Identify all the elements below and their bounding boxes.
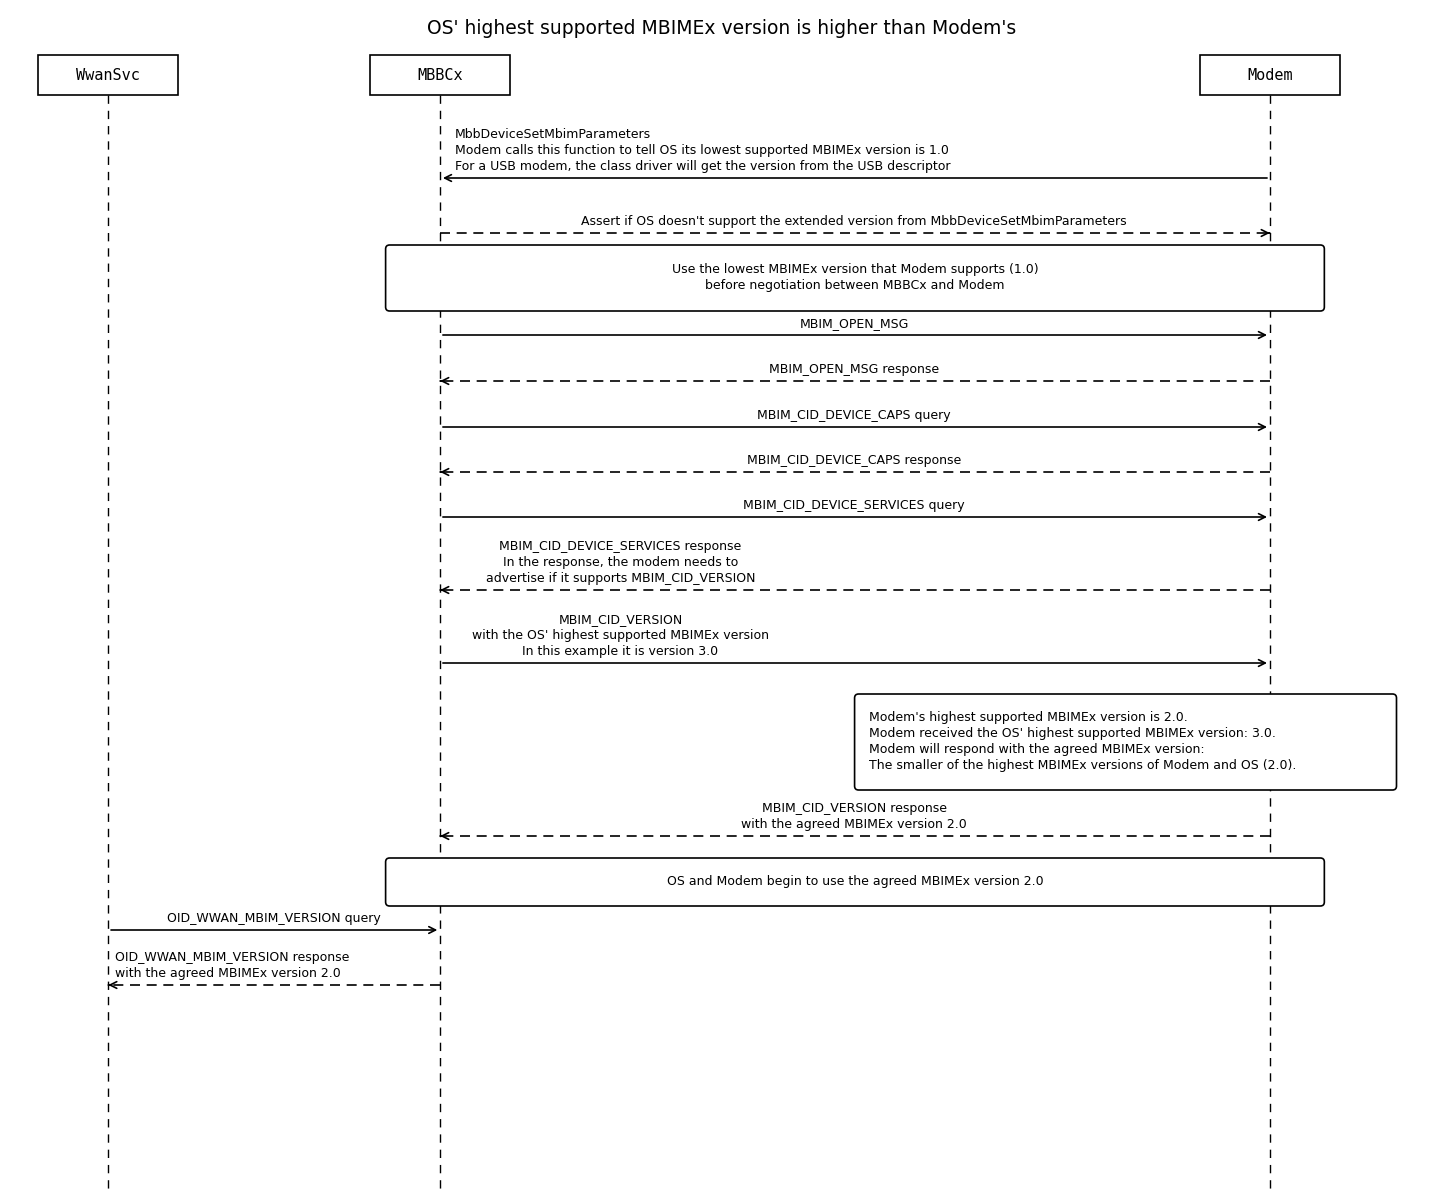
Text: MBIM_CID_DEVICE_SERVICES response: MBIM_CID_DEVICE_SERVICES response bbox=[499, 540, 742, 554]
Text: The smaller of the highest MBIMEx versions of Modem and OS (2.0).: The smaller of the highest MBIMEx versio… bbox=[869, 760, 1296, 773]
Text: MBIM_CID_DEVICE_SERVICES query: MBIM_CID_DEVICE_SERVICES query bbox=[743, 499, 965, 512]
Text: before negotiation between MBBCx and Modem: before negotiation between MBBCx and Mod… bbox=[706, 279, 1004, 292]
Text: MBIM_OPEN_MSG response: MBIM_OPEN_MSG response bbox=[769, 363, 939, 376]
Text: MbbDeviceSetMbimParameters: MbbDeviceSetMbimParameters bbox=[455, 128, 651, 141]
Text: with the OS' highest supported MBIMEx version: with the OS' highest supported MBIMEx ve… bbox=[472, 629, 769, 642]
Text: advertise if it supports MBIM_CID_VERSION: advertise if it supports MBIM_CID_VERSIO… bbox=[486, 571, 755, 585]
Text: OS and Modem begin to use the agreed MBIMEx version 2.0: OS and Modem begin to use the agreed MBI… bbox=[667, 876, 1043, 889]
FancyBboxPatch shape bbox=[1199, 55, 1341, 95]
Text: Modem received the OS' highest supported MBIMEx version: 3.0.: Modem received the OS' highest supported… bbox=[869, 728, 1276, 741]
Text: Modem will respond with the agreed MBIMEx version:: Modem will respond with the agreed MBIME… bbox=[869, 743, 1205, 756]
Text: Use the lowest MBIMEx version that Modem supports (1.0): Use the lowest MBIMEx version that Modem… bbox=[671, 264, 1039, 277]
Text: In the response, the modem needs to: In the response, the modem needs to bbox=[502, 556, 739, 569]
Text: Assert if OS doesn't support the extended version from MbbDeviceSetMbimParameter: Assert if OS doesn't support the extende… bbox=[582, 215, 1127, 228]
Text: MBIM_CID_VERSION: MBIM_CID_VERSION bbox=[558, 613, 683, 626]
Text: with the agreed MBIMEx version 2.0: with the agreed MBIMEx version 2.0 bbox=[115, 968, 341, 979]
Text: MBIM_OPEN_MSG: MBIM_OPEN_MSG bbox=[799, 317, 909, 330]
Text: In this example it is version 3.0: In this example it is version 3.0 bbox=[522, 645, 719, 659]
Text: with the agreed MBIMEx version 2.0: with the agreed MBIMEx version 2.0 bbox=[742, 818, 967, 832]
Text: WwanSvc: WwanSvc bbox=[76, 68, 140, 82]
Text: OID_WWAN_MBIM_VERSION query: OID_WWAN_MBIM_VERSION query bbox=[167, 911, 381, 925]
Text: For a USB modem, the class driver will get the version from the USB descriptor: For a USB modem, the class driver will g… bbox=[455, 160, 949, 173]
Text: OS' highest supported MBIMEx version is higher than Modem's: OS' highest supported MBIMEx version is … bbox=[427, 19, 1016, 37]
FancyBboxPatch shape bbox=[385, 245, 1325, 311]
Text: OID_WWAN_MBIM_VERSION response: OID_WWAN_MBIM_VERSION response bbox=[115, 951, 349, 964]
Text: Modem: Modem bbox=[1247, 68, 1293, 82]
FancyBboxPatch shape bbox=[385, 858, 1325, 905]
Text: MBBCx: MBBCx bbox=[417, 68, 463, 82]
FancyBboxPatch shape bbox=[369, 55, 511, 95]
Text: MBIM_CID_DEVICE_CAPS response: MBIM_CID_DEVICE_CAPS response bbox=[747, 455, 961, 466]
FancyBboxPatch shape bbox=[38, 55, 179, 95]
FancyBboxPatch shape bbox=[854, 694, 1397, 790]
Text: MBIM_CID_VERSION response: MBIM_CID_VERSION response bbox=[762, 802, 947, 815]
Text: MBIM_CID_DEVICE_CAPS query: MBIM_CID_DEVICE_CAPS query bbox=[758, 409, 951, 422]
Text: Modem's highest supported MBIMEx version is 2.0.: Modem's highest supported MBIMEx version… bbox=[869, 711, 1188, 724]
Text: Modem calls this function to tell OS its lowest supported MBIMEx version is 1.0: Modem calls this function to tell OS its… bbox=[455, 144, 948, 157]
